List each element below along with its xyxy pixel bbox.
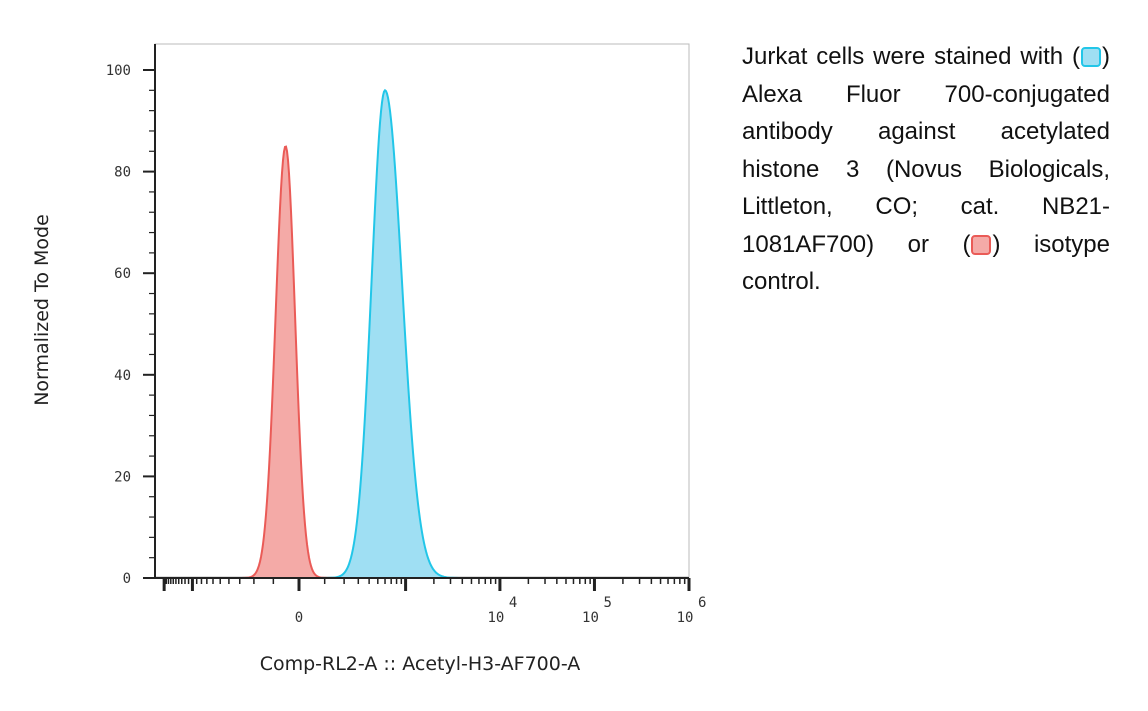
y-tick-label: 20: [114, 469, 131, 485]
y-tick-label: 80: [114, 165, 131, 181]
cyan-square-icon: [1081, 47, 1101, 67]
figure-caption: Jurkat cells were stained with () Alexa …: [742, 38, 1110, 301]
plot-frame: [154, 43, 690, 578]
y-tick-label: 100: [106, 63, 131, 79]
x-axis: [143, 577, 691, 591]
y-axis-title: Normalized To Mode: [31, 214, 53, 406]
y-tick-label: 40: [114, 368, 131, 384]
x-tick-label: 10: [582, 610, 599, 626]
caption-text-1: Jurkat cells were stained with (: [742, 43, 1080, 70]
x-tick-exponent: 4: [509, 595, 517, 611]
isotype-control-histogram: [155, 146, 689, 578]
x-axis-title: Comp-RL2-A :: Acetyl-H3-AF700-A: [260, 653, 581, 675]
red-square-icon: [971, 234, 992, 255]
y-tick-label: 0: [123, 571, 131, 587]
y-tick-labels: 0 20 40 60 80 100: [106, 63, 131, 587]
y-tick-label: 60: [114, 266, 131, 282]
plot-area: [154, 43, 690, 579]
caption-text-3: ) isotype control.: [742, 230, 1110, 296]
x-tick-label: 10: [487, 610, 504, 626]
x-tick-label: 10: [677, 610, 694, 626]
x-tick-exponent: 5: [603, 595, 611, 611]
caption-text-2: ) Alexa Fluor 700-conjugated antibody ag…: [742, 43, 1110, 258]
x-tick-label: 0: [295, 610, 303, 626]
y-axis: [143, 44, 156, 579]
x-tick-exponent: 6: [698, 595, 706, 611]
